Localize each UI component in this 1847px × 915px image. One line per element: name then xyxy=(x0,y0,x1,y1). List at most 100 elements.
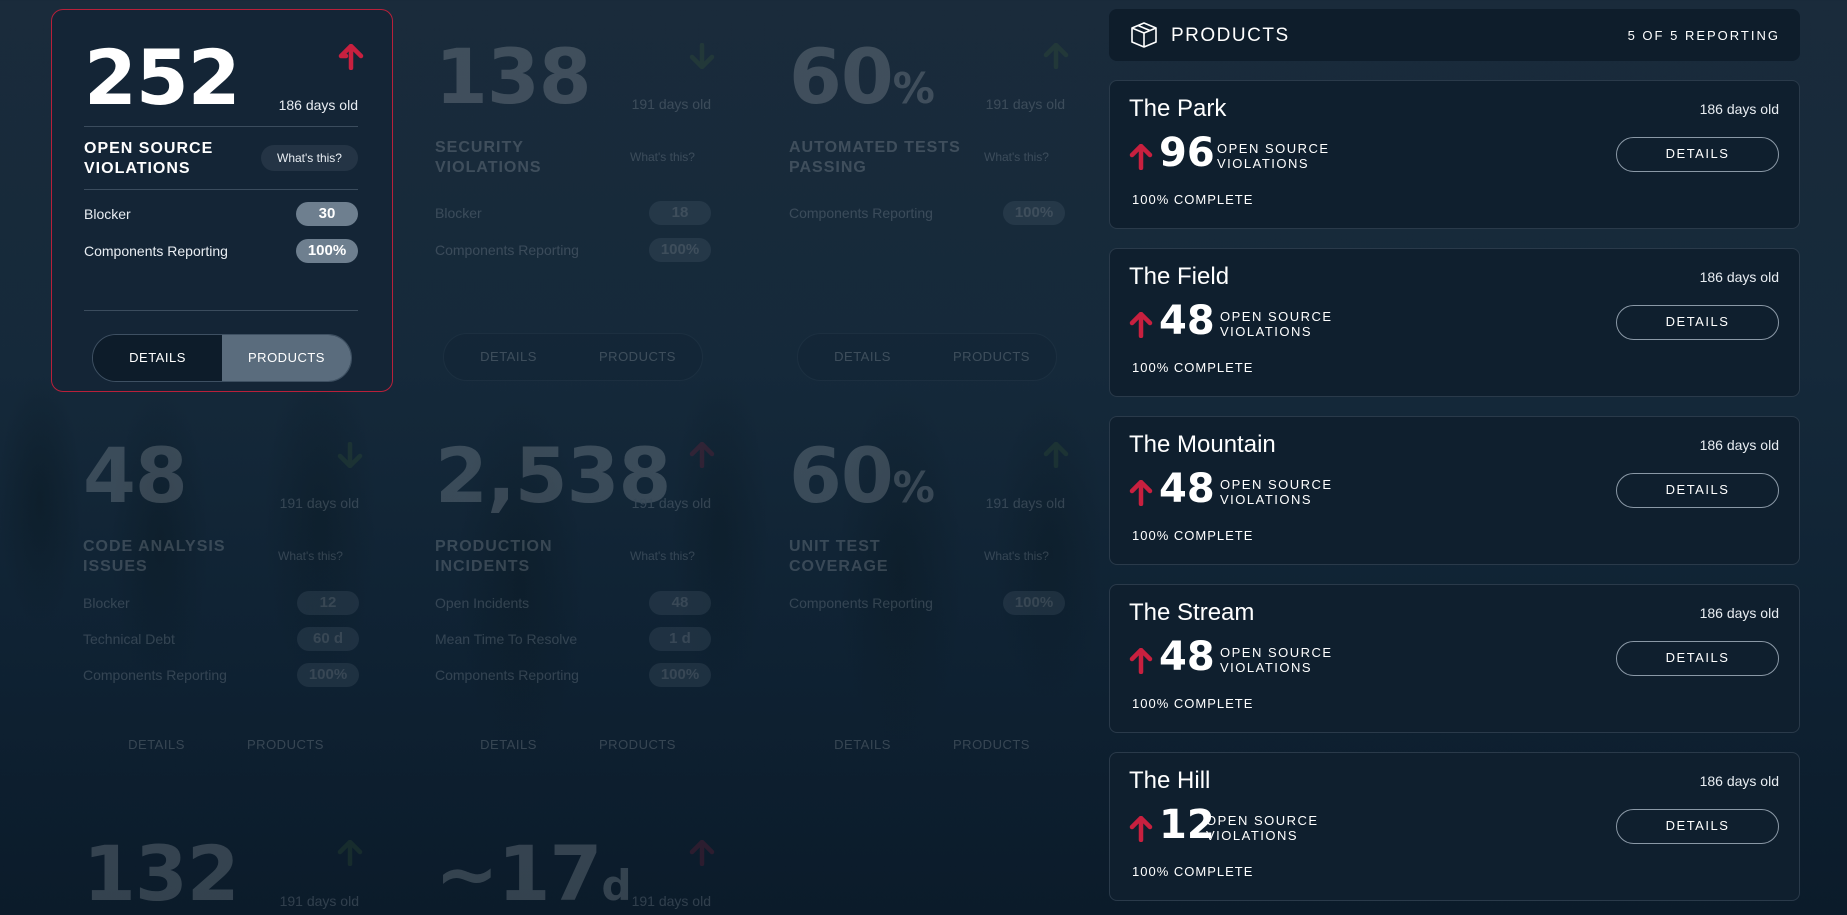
tile-title: AUTOMATED TESTS PASSING xyxy=(789,139,961,176)
product-metric-label-line2: VIOLATIONS xyxy=(1206,828,1299,843)
arrow-up-icon xyxy=(1043,43,1069,69)
tile-value: 60% xyxy=(789,438,935,514)
tile-age: 191 days old xyxy=(279,893,359,909)
view-toggle: DETAILS PRODUCTS xyxy=(92,334,352,382)
divider xyxy=(84,310,358,311)
tile-unit-test-coverage[interactable]: 60% 191 days old UNIT TEST COVERAGE What… xyxy=(757,408,1099,788)
product-details-button[interactable]: DETAILS xyxy=(1616,809,1779,844)
details-tab[interactable]: DETAILS xyxy=(480,737,537,752)
arrow-up-icon xyxy=(1129,480,1153,506)
product-completion: 100% COMPLETE xyxy=(1132,192,1254,207)
product-completion: 100% COMPLETE xyxy=(1132,864,1254,879)
metric-value-badge: 1 d xyxy=(649,627,711,651)
product-age: 186 days old xyxy=(1699,437,1779,453)
whats-this-button[interactable]: What's this? xyxy=(261,145,358,171)
details-tab[interactable]: DETAILS xyxy=(834,737,891,752)
tile-value: 252 xyxy=(84,33,241,122)
product-completion: 100% COMPLETE xyxy=(1132,528,1254,543)
products-tab[interactable]: PRODUCTS xyxy=(247,737,324,752)
whats-this-button[interactable]: What's this? xyxy=(630,150,695,164)
product-details-button[interactable]: DETAILS xyxy=(1616,137,1779,172)
details-tab[interactable]: DETAILS xyxy=(798,334,927,380)
tile-bottom-1[interactable]: 132 191 days old xyxy=(51,806,393,915)
product-metric-label-line2: VIOLATIONS xyxy=(1217,156,1310,171)
tile-value: 48 xyxy=(83,431,188,520)
product-age: 186 days old xyxy=(1699,605,1779,621)
whats-this-button[interactable]: What's this? xyxy=(278,549,343,563)
products-tab[interactable]: PRODUCTS xyxy=(222,335,351,381)
arrow-up-icon xyxy=(689,442,715,468)
product-details-button[interactable]: DETAILS xyxy=(1616,305,1779,340)
metric-row: Technical Debt 60 d xyxy=(83,627,359,651)
product-age: 186 days old xyxy=(1699,101,1779,117)
view-toggle: DETAILS PRODUCTS xyxy=(443,333,703,381)
details-tab[interactable]: DETAILS xyxy=(444,334,573,380)
product-metric-label-line1: OPEN SOURCE xyxy=(1220,477,1333,492)
metric-label: Components Reporting xyxy=(789,595,933,611)
metric-row: Components Reporting 100% xyxy=(789,201,1065,225)
arrow-up-icon xyxy=(338,44,364,70)
product-metric-label-line2: VIOLATIONS xyxy=(1220,660,1313,675)
tile-production-incidents[interactable]: 2,538 191 days old PRODUCTION INCIDENTS … xyxy=(403,408,745,788)
product-details-button[interactable]: DETAILS xyxy=(1616,473,1779,508)
metric-value-badge: 12 xyxy=(297,591,359,615)
product-metric-label-line1: OPEN SOURCE xyxy=(1217,141,1330,156)
arrow-up-icon xyxy=(1129,144,1153,170)
arrow-up-icon xyxy=(337,840,363,866)
tile-bottom-2[interactable]: ~17d 191 days old xyxy=(403,806,745,915)
product-violation-count: 12 xyxy=(1159,802,1215,848)
product-name: The Field xyxy=(1129,263,1230,290)
products-tab[interactable]: PRODUCTS xyxy=(573,334,702,380)
details-tab[interactable]: DETAILS xyxy=(128,737,185,752)
product-metric-label: OPEN SOURCE VIOLATIONS xyxy=(1220,309,1333,339)
metric-value-badge: 100% xyxy=(296,239,358,263)
products-tab[interactable]: PRODUCTS xyxy=(599,737,676,752)
tile-age: 191 days old xyxy=(631,495,711,511)
product-age: 186 days old xyxy=(1699,773,1779,789)
tile-value-number: ~17 xyxy=(435,829,602,915)
tile-value: 132 xyxy=(83,829,240,915)
metric-row: Blocker 30 xyxy=(84,202,358,226)
tile-title: CODE ANALYSIS ISSUES xyxy=(83,538,226,575)
view-toggle: DETAILS PRODUCTS xyxy=(91,721,351,769)
tile-automated-tests[interactable]: 60% 191 days old AUTOMATED TESTS PASSING… xyxy=(757,9,1099,392)
tile-value: 60% xyxy=(789,39,935,115)
divider xyxy=(84,189,358,190)
metric-value-badge: 100% xyxy=(649,238,711,262)
tile-value-number: 60 xyxy=(789,431,894,520)
product-metric-label-line1: OPEN SOURCE xyxy=(1220,309,1333,324)
product-details-button[interactable]: DETAILS xyxy=(1616,641,1779,676)
product-violation-count: 48 xyxy=(1159,298,1215,344)
whats-this-button[interactable]: What's this? xyxy=(984,549,1049,563)
tile-value-unit: % xyxy=(892,64,935,113)
view-toggle: DETAILS PRODUCTS xyxy=(443,721,703,769)
metric-value-badge: 18 xyxy=(649,201,711,225)
tile-value-unit: d xyxy=(601,861,631,910)
arrow-up-icon xyxy=(1129,312,1153,338)
products-tab[interactable]: PRODUCTS xyxy=(953,737,1030,752)
tile-code-analysis[interactable]: 48 191 days old CODE ANALYSIS ISSUES Wha… xyxy=(51,408,393,788)
metric-label: Components Reporting xyxy=(83,667,227,683)
product-metric-label: OPEN SOURCE VIOLATIONS xyxy=(1217,141,1330,171)
view-toggle: DETAILS PRODUCTS xyxy=(797,721,1057,769)
whats-this-button[interactable]: What's this? xyxy=(630,549,695,563)
products-panel-title: PRODUCTS xyxy=(1171,25,1290,46)
products-panel-header: PRODUCTS 5 OF 5 REPORTING xyxy=(1109,9,1800,61)
tile-age: 191 days old xyxy=(985,495,1065,511)
tile-title: SECURITY VIOLATIONS xyxy=(435,139,542,176)
arrow-up-icon xyxy=(689,840,715,866)
products-tab[interactable]: PRODUCTS xyxy=(927,334,1056,380)
product-metric-label-line2: VIOLATIONS xyxy=(1220,492,1313,507)
metric-row: Open Incidents 48 xyxy=(435,591,711,615)
tile-open-source-violations[interactable]: 252 186 days old OPEN SOURCE VIOLATIONS … xyxy=(51,9,393,392)
metric-label: Blocker xyxy=(84,206,131,222)
arrow-down-icon xyxy=(337,442,363,468)
details-tab[interactable]: DETAILS xyxy=(93,335,222,381)
product-age: 186 days old xyxy=(1699,269,1779,285)
tile-security-violations[interactable]: 138 191 days old SECURITY VIOLATIONS Wha… xyxy=(403,9,745,392)
view-toggle: DETAILS PRODUCTS xyxy=(797,333,1057,381)
tile-age: 191 days old xyxy=(631,893,711,909)
product-metric-label: OPEN SOURCE VIOLATIONS xyxy=(1220,477,1333,507)
arrow-up-icon xyxy=(1043,442,1069,468)
whats-this-button[interactable]: What's this? xyxy=(984,150,1049,164)
